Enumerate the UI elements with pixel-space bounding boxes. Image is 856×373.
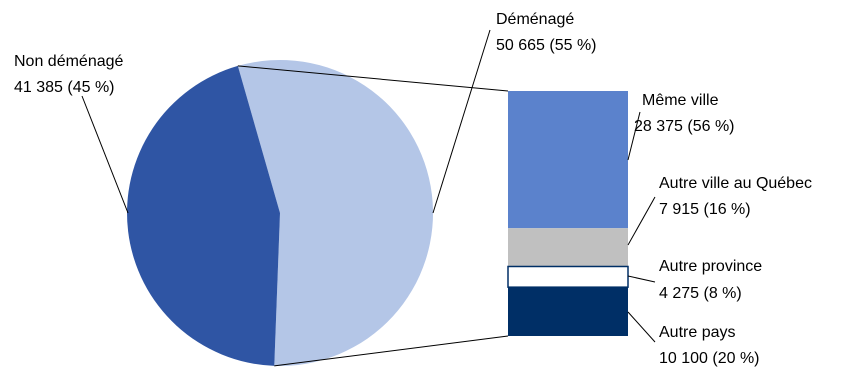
segment-value-autre-province: 4 275 (8 %) <box>659 285 742 302</box>
connector-lines <box>237 65 509 367</box>
leader-line-meme-ville <box>627 111 641 161</box>
leader-line-autre-ville-quebec <box>627 196 656 246</box>
leader-lines <box>81 29 656 343</box>
slice-value-demenage: 50 665 (55 %) <box>496 37 597 54</box>
pie-slice-non-demenage <box>127 65 280 366</box>
slice-label-non-demenage: Non déménagé <box>14 53 124 70</box>
segment-label-autre-ville-quebec: Autre ville au Québec <box>659 175 812 192</box>
slice-value-non-demenage: 41 385 (45 %) <box>14 79 115 96</box>
bar-segment-autre-pays <box>508 287 628 336</box>
connector-line-bottom <box>274 335 509 367</box>
segment-value-autre-ville-quebec: 7 915 (16 %) <box>659 201 751 218</box>
breakdown-bar <box>507 91 629 336</box>
segment-value-autre-pays: 10 100 (20 %) <box>659 350 760 367</box>
bar-segment-meme-ville <box>508 91 628 229</box>
leader-line-demenage <box>432 29 491 214</box>
leader-line-non-demenage <box>81 95 129 214</box>
segment-label-autre-province: Autre province <box>659 258 762 275</box>
leader-line-autre-province <box>627 275 656 283</box>
segment-label-meme-ville: Même ville <box>642 92 719 109</box>
segment-value-meme-ville: 28 375 (56 %) <box>634 118 735 135</box>
leader-line-autre-pays <box>627 311 656 343</box>
bar-segment-autre-ville-au-quebec <box>508 228 628 267</box>
segment-label-autre-pays: Autre pays <box>659 324 735 341</box>
bar-segment-autre-province <box>507 265 629 288</box>
pie-slice-demenage <box>237 59 434 366</box>
connector-line-top <box>237 65 509 92</box>
slice-label-demenage: Déménagé <box>496 11 574 28</box>
pie <box>127 59 434 366</box>
